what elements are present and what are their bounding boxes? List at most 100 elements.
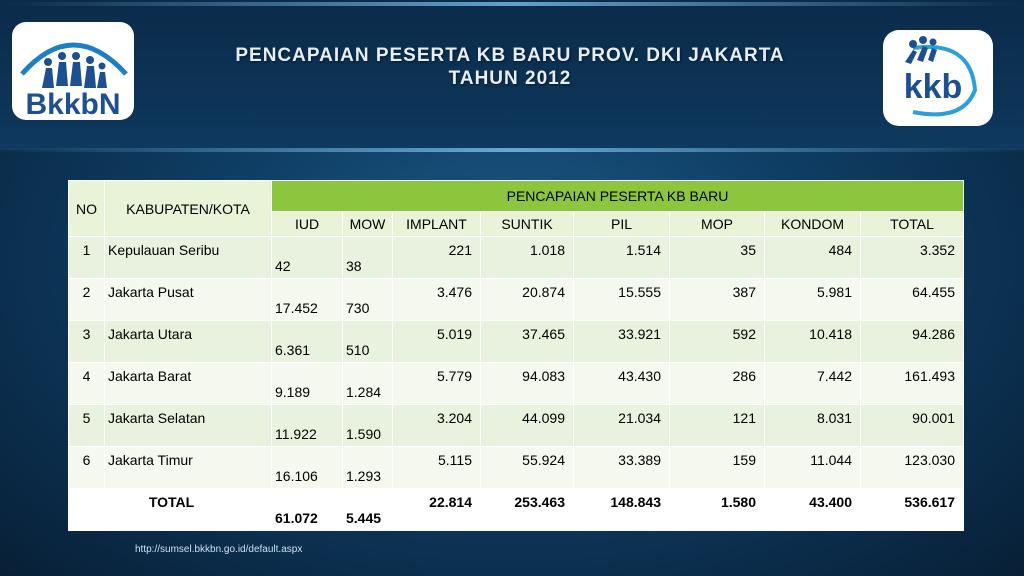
cell-total-label: TOTAL bbox=[68, 488, 272, 531]
header-implant: IMPLANT bbox=[392, 211, 481, 237]
cell-implant: 5.019 bbox=[392, 320, 481, 363]
table-row: 6 Jakarta Timur 16.106 1.293 5.115 55.92… bbox=[68, 446, 964, 489]
cell-total: 90.001 bbox=[860, 404, 964, 447]
table-row: 4 Jakarta Barat 9.189 1.284 5.779 94.083… bbox=[68, 362, 964, 405]
cell-mop: 592 bbox=[669, 320, 765, 363]
table-row: 3 Jakarta Utara 6.361 510 5.019 37.465 3… bbox=[68, 320, 964, 363]
cell-mow: 5.445 bbox=[342, 488, 393, 531]
cell-no: 3 bbox=[68, 320, 105, 363]
cell-mow: 1.284 bbox=[342, 362, 393, 405]
cell-mop: 159 bbox=[669, 446, 765, 489]
cell-no: 1 bbox=[68, 236, 105, 279]
header-mow: MOW bbox=[342, 211, 393, 237]
kb-achievement-table: NO KABUPATEN/KOTA PENCAPAIAN PESERTA KB … bbox=[68, 180, 964, 531]
cell-pil: 33.921 bbox=[573, 320, 670, 363]
cell-total: 94.286 bbox=[860, 320, 964, 363]
cell-kondom: 5.981 bbox=[764, 278, 861, 321]
cell-mow: 1.590 bbox=[342, 404, 393, 447]
page-title-line-1: PENCAPAIAN PESERTA KB BARU PROV. DKI JAK… bbox=[235, 45, 785, 66]
cell-suntik: 44.099 bbox=[480, 404, 574, 447]
cell-suntik: 20.874 bbox=[480, 278, 574, 321]
cell-no: 2 bbox=[68, 278, 105, 321]
kkb-logo-icon: kkb bbox=[904, 36, 978, 117]
cell-name: Jakarta Pusat bbox=[104, 278, 272, 321]
cell-kondom: 10.418 bbox=[764, 320, 861, 363]
cell-mow: 1.293 bbox=[342, 446, 393, 489]
cell-implant: 5.779 bbox=[392, 362, 481, 405]
cell-pil: 43.430 bbox=[573, 362, 670, 405]
page-title: PENCAPAIAN PESERTA KB BARU PROV. DKI JAK… bbox=[200, 44, 820, 90]
cell-pil: 148.843 bbox=[573, 488, 670, 531]
header-no: NO bbox=[68, 180, 105, 237]
cell-no: 4 bbox=[68, 362, 105, 405]
cell-iud: 42 bbox=[271, 236, 343, 279]
cell-kondom: 11.044 bbox=[764, 446, 861, 489]
cell-name: Jakarta Selatan bbox=[104, 404, 272, 447]
cell-implant: 3.204 bbox=[392, 404, 481, 447]
cell-iud: 6.361 bbox=[271, 320, 343, 363]
cell-pil: 21.034 bbox=[573, 404, 670, 447]
header-suntik: SUNTIK bbox=[480, 211, 574, 237]
cell-implant: 221 bbox=[392, 236, 481, 279]
cell-suntik: 55.924 bbox=[480, 446, 574, 489]
cell-name: Jakarta Timur bbox=[104, 446, 272, 489]
cell-no: 5 bbox=[68, 404, 105, 447]
cell-no: 6 bbox=[68, 446, 105, 489]
cell-iud: 11.922 bbox=[271, 404, 343, 447]
cell-mop: 387 bbox=[669, 278, 765, 321]
cell-suntik: 94.083 bbox=[480, 362, 574, 405]
cell-kondom: 7.442 bbox=[764, 362, 861, 405]
cell-kondom: 484 bbox=[764, 236, 861, 279]
bkkbn-logo: BkkbN bbox=[12, 22, 134, 120]
cell-suntik: 1.018 bbox=[480, 236, 574, 279]
cell-total: 3.352 bbox=[860, 236, 964, 279]
cell-mop: 35 bbox=[669, 236, 765, 279]
table-total-row: TOTAL 61.072 5.445 22.814 253.463 148.84… bbox=[68, 488, 964, 531]
table-row: 5 Jakarta Selatan 11.922 1.590 3.204 44.… bbox=[68, 404, 964, 447]
cell-mop: 121 bbox=[669, 404, 765, 447]
cell-mow: 510 bbox=[342, 320, 393, 363]
header-kabupaten: KABUPATEN/KOTA bbox=[104, 180, 272, 237]
page-title-line-2: TAHUN 2012 bbox=[448, 68, 572, 89]
cell-kondom: 8.031 bbox=[764, 404, 861, 447]
cell-mow: 38 bbox=[342, 236, 393, 279]
bkkbn-logo-text: BkkbN bbox=[25, 88, 120, 120]
cell-pil: 33.389 bbox=[573, 446, 670, 489]
cell-total: 161.493 bbox=[860, 362, 964, 405]
cell-mop: 286 bbox=[669, 362, 765, 405]
cell-iud: 16.106 bbox=[271, 446, 343, 489]
cell-kondom: 43.400 bbox=[764, 488, 861, 531]
cell-total: 64.455 bbox=[860, 278, 964, 321]
cell-implant: 3.476 bbox=[392, 278, 481, 321]
header-total: TOTAL bbox=[860, 211, 964, 237]
header-glow-line bbox=[0, 148, 1024, 152]
cell-suntik: 253.463 bbox=[480, 488, 574, 531]
cell-iud: 17.452 bbox=[271, 278, 343, 321]
bkkbn-logo-icon: BkkbN bbox=[20, 42, 128, 120]
cell-total: 123.030 bbox=[860, 446, 964, 489]
table-row: 1 Kepulauan Seribu 42 38 221 1.018 1.514… bbox=[68, 236, 964, 279]
cell-mop: 1.580 bbox=[669, 488, 765, 531]
header-band bbox=[0, 0, 1024, 150]
cell-name: Jakarta Barat bbox=[104, 362, 272, 405]
header-mop: MOP bbox=[669, 211, 765, 237]
cell-iud: 9.189 bbox=[271, 362, 343, 405]
header-group: PENCAPAIAN PESERTA KB BARU bbox=[271, 180, 964, 212]
cell-total: 536.617 bbox=[860, 488, 964, 531]
header-iud: IUD bbox=[271, 211, 343, 237]
kkb-logo: kkb bbox=[883, 30, 993, 126]
cell-name: Jakarta Utara bbox=[104, 320, 272, 363]
header-pil: PIL bbox=[573, 211, 670, 237]
cell-pil: 15.555 bbox=[573, 278, 670, 321]
kkb-logo-text: kkb bbox=[904, 68, 963, 106]
cell-name: Kepulauan Seribu bbox=[104, 236, 272, 279]
cell-suntik: 37.465 bbox=[480, 320, 574, 363]
header-kondom: KONDOM bbox=[764, 211, 861, 237]
cell-implant: 5.115 bbox=[392, 446, 481, 489]
source-link[interactable]: http://sumsel.bkkbn.go.id/default.aspx bbox=[135, 544, 303, 555]
cell-mow: 730 bbox=[342, 278, 393, 321]
cell-pil: 1.514 bbox=[573, 236, 670, 279]
cell-implant: 22.814 bbox=[392, 488, 481, 531]
top-glow-line bbox=[0, 2, 1024, 6]
table-row: 2 Jakarta Pusat 17.452 730 3.476 20.874 … bbox=[68, 278, 964, 321]
